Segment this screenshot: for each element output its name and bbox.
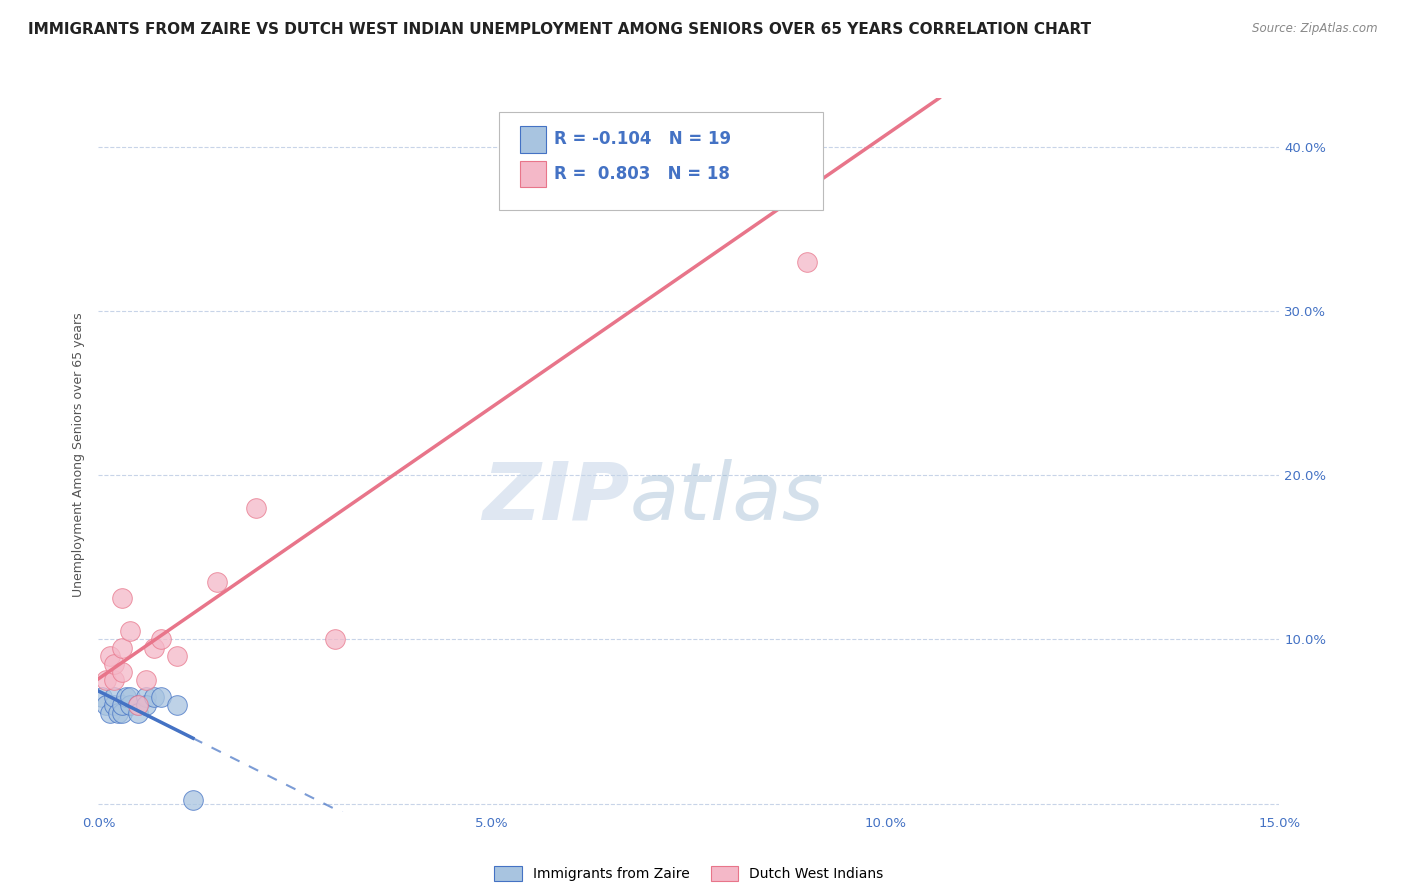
Point xyxy=(127,698,149,712)
Point xyxy=(323,632,346,647)
Text: ZIP: ZIP xyxy=(482,458,630,537)
Point xyxy=(91,690,114,704)
Point xyxy=(150,690,173,704)
Text: R = -0.104   N = 19: R = -0.104 N = 19 xyxy=(554,130,731,148)
Point xyxy=(111,698,134,712)
Point xyxy=(166,698,188,712)
Point xyxy=(181,793,204,807)
Point xyxy=(796,255,818,269)
Point xyxy=(111,665,134,680)
Point xyxy=(103,673,125,688)
Point xyxy=(142,690,165,704)
Point xyxy=(118,698,141,712)
Point xyxy=(560,189,582,203)
Point xyxy=(96,673,118,688)
Point xyxy=(111,591,134,606)
Point xyxy=(205,575,228,590)
Point xyxy=(142,640,165,655)
Text: IMMIGRANTS FROM ZAIRE VS DUTCH WEST INDIAN UNEMPLOYMENT AMONG SENIORS OVER 65 YE: IMMIGRANTS FROM ZAIRE VS DUTCH WEST INDI… xyxy=(28,22,1091,37)
Point xyxy=(135,690,157,704)
Point xyxy=(127,706,149,721)
Point xyxy=(98,706,121,721)
Legend: Immigrants from Zaire, Dutch West Indians: Immigrants from Zaire, Dutch West Indian… xyxy=(488,861,890,887)
Point xyxy=(98,648,121,663)
Point xyxy=(107,706,129,721)
Point xyxy=(166,648,188,663)
Point xyxy=(115,690,138,704)
Point xyxy=(118,690,141,704)
Point xyxy=(111,706,134,721)
Y-axis label: Unemployment Among Seniors over 65 years: Unemployment Among Seniors over 65 years xyxy=(72,312,86,598)
Text: R =  0.803   N = 18: R = 0.803 N = 18 xyxy=(554,165,730,183)
Text: atlas: atlas xyxy=(630,458,825,537)
Text: Source: ZipAtlas.com: Source: ZipAtlas.com xyxy=(1253,22,1378,36)
Point xyxy=(103,690,125,704)
Point xyxy=(127,698,149,712)
Point xyxy=(103,657,125,671)
Point xyxy=(111,640,134,655)
Point xyxy=(135,698,157,712)
Point xyxy=(245,501,267,516)
Point xyxy=(96,698,118,712)
Point xyxy=(135,673,157,688)
Point xyxy=(118,624,141,639)
Point xyxy=(103,698,125,712)
Point xyxy=(150,632,173,647)
